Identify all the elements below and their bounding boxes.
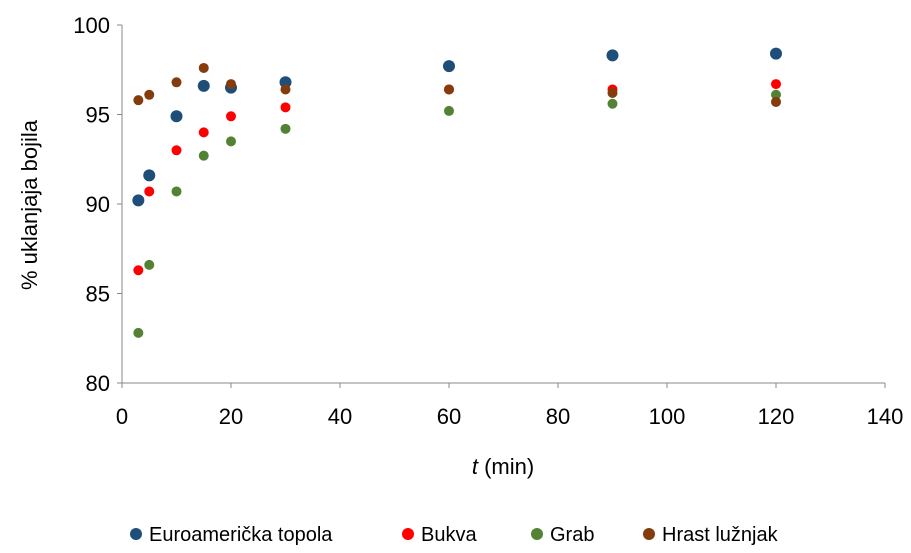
y-tick-label: 100 bbox=[73, 13, 110, 38]
x-tick-label: 100 bbox=[649, 404, 686, 429]
legend-label: Euroamerička topola bbox=[149, 524, 333, 546]
data-point bbox=[144, 89, 155, 100]
data-point bbox=[444, 84, 454, 95]
data-point bbox=[133, 327, 144, 338]
x-tick-label: 20 bbox=[219, 404, 243, 429]
y-axis-title: % uklanjaja bojila bbox=[17, 119, 42, 290]
data-point bbox=[226, 136, 236, 147]
data-point bbox=[171, 186, 182, 197]
x-tick-label: 0 bbox=[116, 404, 128, 429]
y-tick-label: 90 bbox=[86, 192, 110, 217]
x-tick-label: 40 bbox=[328, 404, 352, 429]
data-point bbox=[226, 111, 236, 122]
y-tick-label: 95 bbox=[86, 103, 110, 128]
legend: Euroamerička topola Bukva Grab Hrast lužnja… bbox=[130, 524, 779, 546]
data-point bbox=[198, 127, 209, 138]
data-points bbox=[132, 47, 782, 338]
x-axis-unit: (min) bbox=[478, 454, 534, 479]
legend-marker bbox=[531, 528, 543, 540]
legend-item: Hrast lužnjak bbox=[643, 524, 779, 546]
data-point bbox=[132, 194, 145, 207]
y-tick-label: 80 bbox=[86, 371, 110, 396]
data-point bbox=[144, 186, 155, 197]
data-point bbox=[443, 60, 455, 73]
y-tick-labels: 80 85 90 95 100 bbox=[73, 13, 110, 396]
data-point bbox=[607, 98, 618, 109]
x-tick-label: 60 bbox=[437, 404, 461, 429]
series-1 bbox=[132, 47, 782, 207]
data-point bbox=[606, 49, 619, 62]
x-tick-label: 80 bbox=[546, 404, 570, 429]
axes bbox=[117, 24, 886, 388]
series-3 bbox=[133, 89, 781, 338]
x-tick-label: 120 bbox=[758, 404, 795, 429]
data-point bbox=[280, 102, 291, 113]
data-point bbox=[607, 88, 618, 99]
legend-label: Hrast lužnjak bbox=[662, 524, 779, 546]
data-point bbox=[771, 79, 781, 90]
legend-marker bbox=[130, 528, 142, 540]
data-point bbox=[771, 89, 781, 100]
data-point bbox=[444, 105, 454, 116]
data-point bbox=[170, 110, 183, 123]
data-point bbox=[198, 62, 209, 73]
data-point bbox=[770, 47, 782, 60]
y-tick-label: 85 bbox=[86, 282, 110, 307]
data-point bbox=[198, 150, 209, 161]
x-axis-variable: t bbox=[472, 454, 479, 479]
legend-marker bbox=[643, 528, 655, 540]
data-point bbox=[226, 79, 236, 90]
legend-item: Grab bbox=[531, 524, 594, 546]
data-point bbox=[197, 79, 210, 92]
legend-item: Euroamerička topola bbox=[130, 524, 333, 546]
x-tick-labels: 0 20 40 60 80 100 120 140 bbox=[116, 404, 903, 429]
data-point bbox=[133, 265, 144, 276]
data-point bbox=[171, 145, 182, 156]
x-axis-title: t (min) bbox=[472, 454, 534, 479]
data-point bbox=[144, 259, 155, 270]
data-point bbox=[280, 84, 291, 95]
series-4 bbox=[133, 62, 781, 107]
legend-item: Bukva bbox=[402, 524, 477, 546]
legend-label: Bukva bbox=[421, 524, 477, 546]
data-point bbox=[279, 76, 292, 89]
legend-label: Grab bbox=[550, 524, 594, 546]
legend-marker bbox=[402, 528, 414, 540]
data-point bbox=[133, 95, 144, 106]
data-point bbox=[280, 123, 291, 134]
x-tick-label: 140 bbox=[867, 404, 904, 429]
data-point bbox=[771, 96, 781, 107]
data-point bbox=[143, 169, 156, 182]
data-point bbox=[171, 77, 182, 88]
